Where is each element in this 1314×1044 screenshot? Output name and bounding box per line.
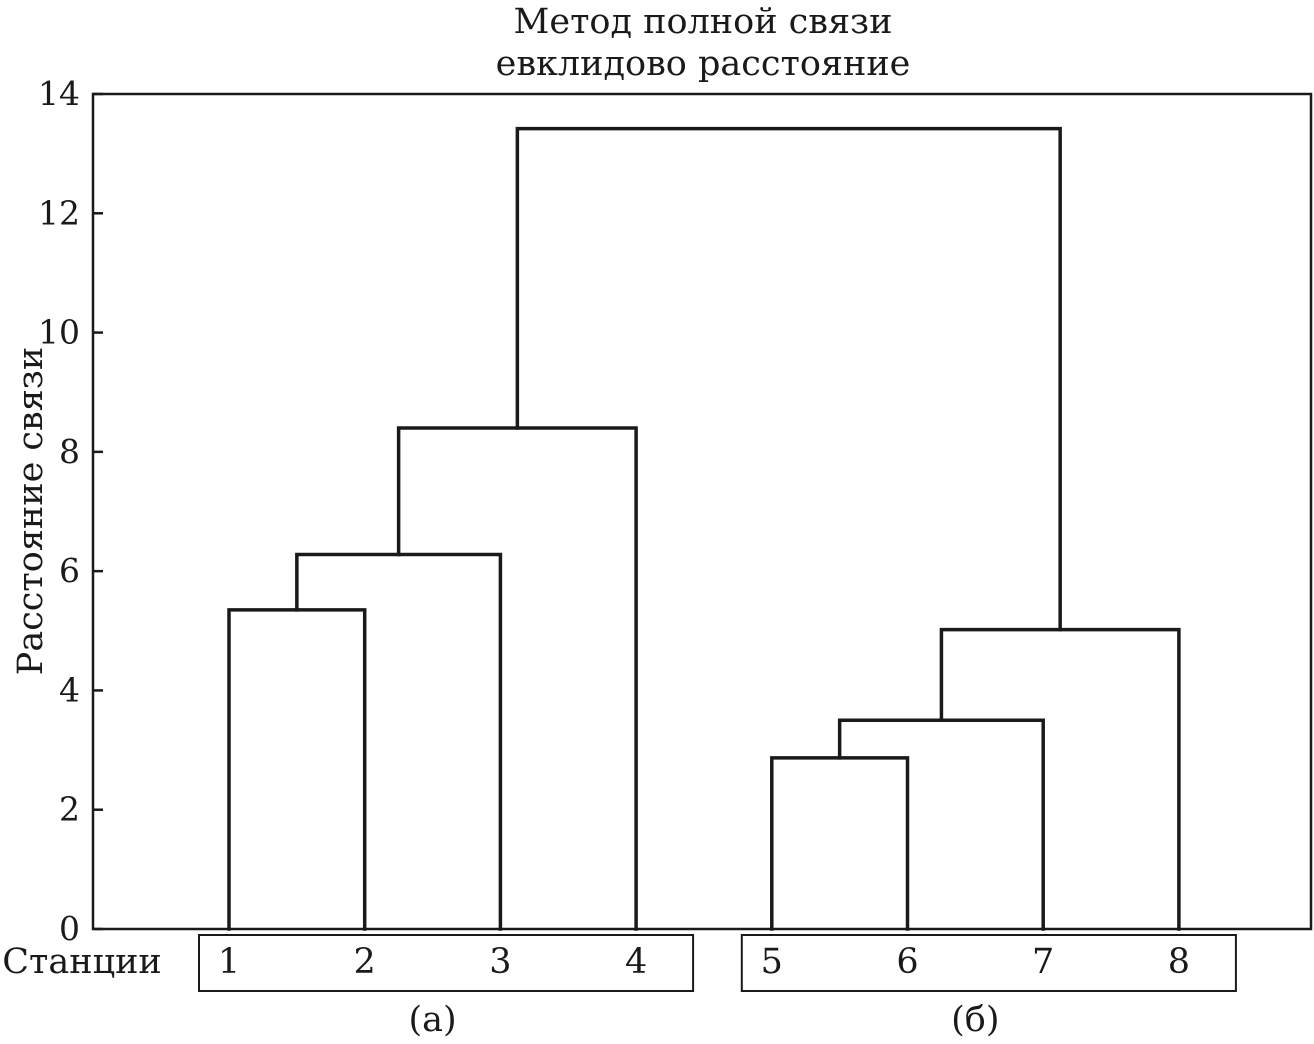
station-label: 6 (896, 942, 918, 982)
y-tick-label: 2 (59, 790, 80, 829)
y-axis-label: Расстояние связи (11, 347, 51, 675)
station-label: 7 (1032, 942, 1054, 982)
station-groups: (а) (б) (198, 934, 1237, 1040)
merge-link-a1 (227, 608, 367, 931)
station-label: 5 (761, 942, 783, 982)
y-tick-label: 6 (59, 551, 80, 590)
station-group-label: (а) (408, 1000, 456, 1040)
dendrogram-links (227, 126, 1181, 931)
merge-link-b3 (939, 627, 1181, 931)
station-label: 2 (354, 942, 376, 982)
y-tick-label: 12 (38, 193, 80, 232)
station-label: 4 (625, 942, 647, 982)
station-label: 1 (218, 942, 240, 982)
stations-row-label: Станции (2, 942, 162, 982)
plot-frame (91, 92, 1313, 931)
chart-title-line-2: евклидово расстояние (496, 44, 911, 84)
merge-link-a3 (396, 426, 638, 931)
merge-link-b2 (837, 718, 1045, 931)
station-group-box (198, 934, 695, 992)
station-label: 8 (1168, 942, 1190, 982)
merge-link-r (515, 126, 1062, 632)
merge-link-b1 (770, 756, 910, 931)
y-tick-label: 14 (38, 74, 80, 113)
y-tick-label: 8 (59, 432, 80, 471)
chart-title-line-1: Метод полной связи (514, 2, 893, 42)
y-tick-label: 4 (59, 670, 80, 709)
station-label: 3 (489, 942, 511, 982)
y-tick-label: 10 (38, 313, 80, 352)
station-group-box (740, 934, 1237, 992)
station-group-label: (б) (951, 1000, 999, 1040)
y-axis: 0 2 4 6 8 10 12 14 (38, 74, 103, 948)
station-leaf-labels: 1 2 3 4 5 6 7 8 (218, 942, 1190, 982)
y-tick-label: 0 (59, 909, 80, 948)
